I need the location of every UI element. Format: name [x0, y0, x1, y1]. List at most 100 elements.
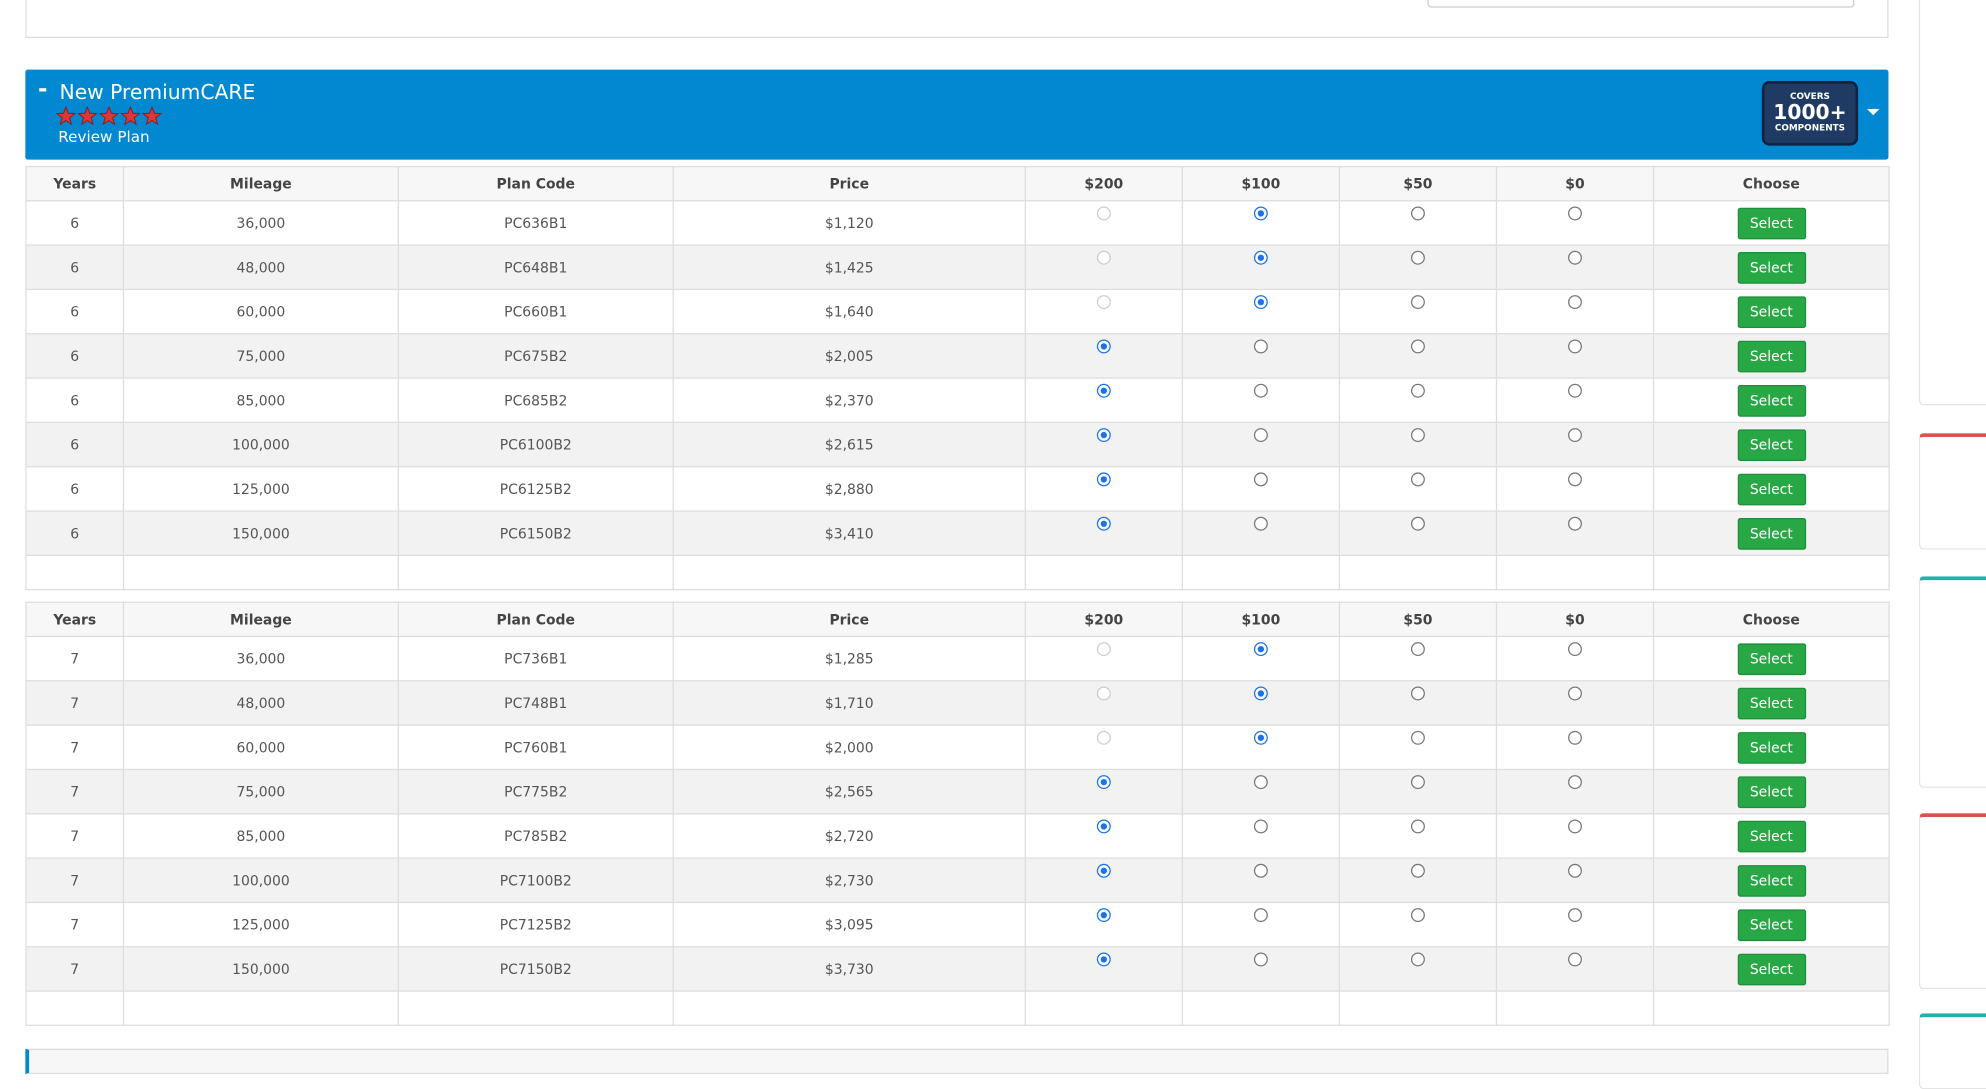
deductible-radio[interactable]	[1253, 472, 1268, 487]
select-button[interactable]: Select	[1737, 384, 1806, 417]
column-header: Years	[25, 601, 125, 638]
deductible-radio[interactable]	[1410, 339, 1425, 354]
deductible-radio[interactable]	[1096, 819, 1111, 834]
deductible-radio[interactable]	[1253, 295, 1268, 310]
select-button[interactable]: Select	[1737, 428, 1806, 461]
deductible-radio[interactable]	[1253, 339, 1268, 354]
deductible-radio[interactable]	[1410, 295, 1425, 310]
deductible-radio[interactable]	[1253, 775, 1268, 790]
deductible-radio[interactable]	[1253, 952, 1268, 967]
deductible-radio[interactable]	[1568, 819, 1582, 834]
deductible-radio[interactable]	[1410, 642, 1425, 657]
select-button[interactable]: Select	[1737, 642, 1806, 675]
deductible-radio[interactable]	[1096, 908, 1111, 923]
deductible-radio[interactable]	[1253, 642, 1268, 657]
select-button[interactable]: Select	[1737, 820, 1806, 852]
radio-cell	[1338, 680, 1498, 726]
deductible-radio[interactable]	[1410, 819, 1425, 834]
deductible-radio[interactable]	[1568, 642, 1582, 657]
deductible-radio[interactable]	[1568, 908, 1582, 923]
select-button[interactable]: Select	[1737, 295, 1806, 328]
select-button[interactable]: Select	[1737, 340, 1806, 372]
deductible-radio[interactable]	[1410, 908, 1425, 923]
plan-row: 7 48,000 PC748B1 $1,710 Select	[25, 680, 1890, 726]
deductible-radio[interactable]	[1096, 383, 1111, 398]
select-button[interactable]: Select	[1737, 908, 1806, 941]
select-button[interactable]: Select	[1737, 731, 1806, 764]
choose-cell: Select	[1652, 635, 1890, 682]
deductible-radio[interactable]	[1410, 730, 1425, 745]
select-button[interactable]: Select	[1737, 775, 1806, 808]
deductible-radio[interactable]	[1568, 295, 1582, 310]
deductible-radio[interactable]	[1568, 730, 1582, 745]
deductible-radio[interactable]	[1568, 472, 1582, 487]
column-header: $50	[1338, 165, 1498, 202]
deductible-radio[interactable]	[1253, 516, 1268, 531]
deductible-radio[interactable]	[1568, 250, 1582, 265]
select-button[interactable]: Select	[1737, 473, 1806, 505]
next-panel	[25, 1048, 1889, 1075]
deductible-radio[interactable]	[1096, 472, 1111, 487]
deductible-radio[interactable]	[1096, 775, 1111, 790]
radio-cell	[1338, 200, 1498, 246]
deductible-radio[interactable]	[1568, 339, 1582, 354]
search-input[interactable]	[1427, 0, 1855, 8]
select-button[interactable]: Select	[1737, 864, 1806, 897]
deductible-radio[interactable]	[1568, 206, 1582, 221]
radio-cell	[1024, 635, 1183, 682]
radio-cell	[1024, 724, 1183, 771]
deductible-radio[interactable]	[1410, 775, 1425, 790]
select-button[interactable]: Select	[1737, 517, 1806, 550]
deductible-radio[interactable]	[1253, 819, 1268, 834]
star	[98, 106, 120, 126]
deductible-radio[interactable]	[1410, 863, 1425, 878]
deductible-radio[interactable]	[1253, 730, 1268, 745]
radio-cell	[1338, 377, 1498, 424]
deductible-radio[interactable]	[1253, 686, 1268, 701]
deductible-radio[interactable]	[1410, 206, 1425, 221]
deductible-radio[interactable]	[1568, 952, 1582, 967]
deductible-radio[interactable]	[1096, 952, 1111, 967]
review-link[interactable]: Review Plan	[58, 127, 150, 146]
select-button[interactable]: Select	[1737, 687, 1806, 719]
deductible-radio[interactable]	[1410, 686, 1425, 701]
deductible-radio[interactable]	[1253, 206, 1268, 221]
deductible-radio[interactable]	[1568, 775, 1582, 790]
deductible-radio[interactable]	[1410, 472, 1425, 487]
column-header: Mileage	[122, 165, 399, 202]
deductible-radio[interactable]	[1253, 383, 1268, 398]
select-button[interactable]: Select	[1737, 251, 1806, 284]
deductible-radio[interactable]	[1096, 516, 1111, 531]
choose-cell: Select	[1652, 901, 1890, 948]
collapse-toggle[interactable]: -	[37, 75, 48, 103]
radio-cell	[1024, 901, 1183, 948]
deductible-radio[interactable]	[1568, 428, 1582, 443]
radio-cell	[1338, 510, 1498, 557]
deductible-radio[interactable]	[1568, 383, 1582, 398]
deductible-radio[interactable]	[1410, 428, 1425, 443]
deductible-radio[interactable]	[1253, 863, 1268, 878]
deductible-radio[interactable]	[1096, 863, 1111, 878]
deductible-radio[interactable]	[1568, 863, 1582, 878]
dropdown-caret[interactable]	[1866, 108, 1880, 117]
cell: 36,000	[122, 200, 399, 246]
deductible-radio[interactable]	[1096, 339, 1111, 354]
deductible-radio[interactable]	[1410, 383, 1425, 398]
deductible-radio[interactable]	[1568, 686, 1582, 701]
radio-cell	[1495, 333, 1655, 379]
deductible-radio[interactable]	[1410, 250, 1425, 265]
empty-cell	[1495, 554, 1655, 591]
radio-cell	[1495, 724, 1655, 771]
deductible-radio[interactable]	[1568, 516, 1582, 531]
deductible-radio[interactable]	[1253, 250, 1268, 265]
select-button[interactable]: Select	[1737, 207, 1806, 239]
radio-cell	[1181, 768, 1341, 815]
deductible-radio[interactable]	[1096, 428, 1111, 443]
deductible-radio[interactable]	[1253, 428, 1268, 443]
select-button[interactable]: Select	[1737, 953, 1806, 985]
deductible-radio[interactable]	[1410, 952, 1425, 967]
column-header: $100	[1181, 165, 1341, 202]
radio-cell	[1181, 288, 1341, 335]
deductible-radio[interactable]	[1410, 516, 1425, 531]
deductible-radio[interactable]	[1253, 908, 1268, 923]
